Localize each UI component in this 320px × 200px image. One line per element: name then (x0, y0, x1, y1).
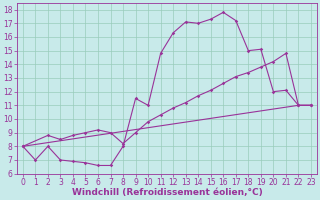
X-axis label: Windchill (Refroidissement éolien,°C): Windchill (Refroidissement éolien,°C) (72, 188, 262, 197)
